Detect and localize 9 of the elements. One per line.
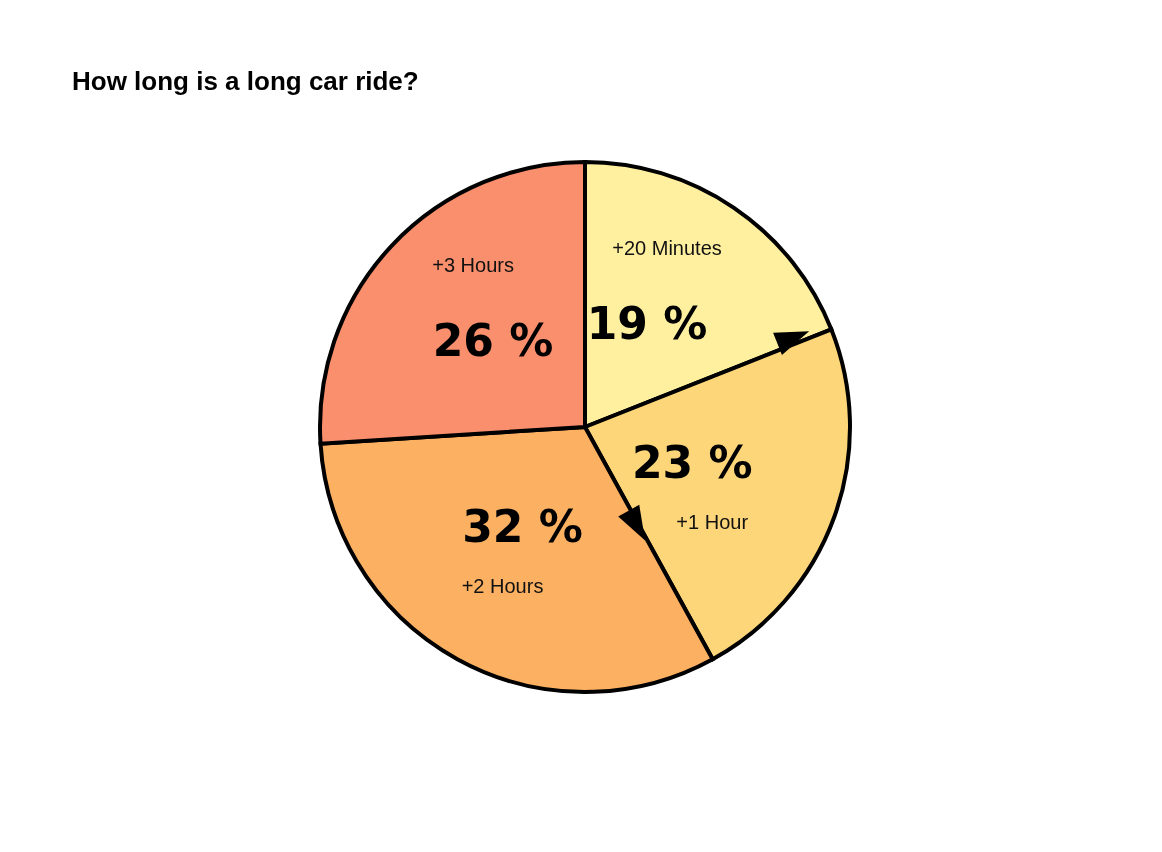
data-label: 32 % [462, 501, 583, 552]
data-label: 26 % [432, 314, 554, 366]
slice-label: +3 Hours [432, 254, 514, 277]
chart-title: How long is a long car ride? [72, 66, 419, 97]
data-label: 19 % [586, 297, 708, 349]
slice-label: +2 Hours [461, 575, 544, 598]
slice-label: +1 Hour [676, 511, 749, 534]
slice-label: +20 Minutes [612, 237, 722, 260]
data-label: 23 % [631, 436, 753, 488]
